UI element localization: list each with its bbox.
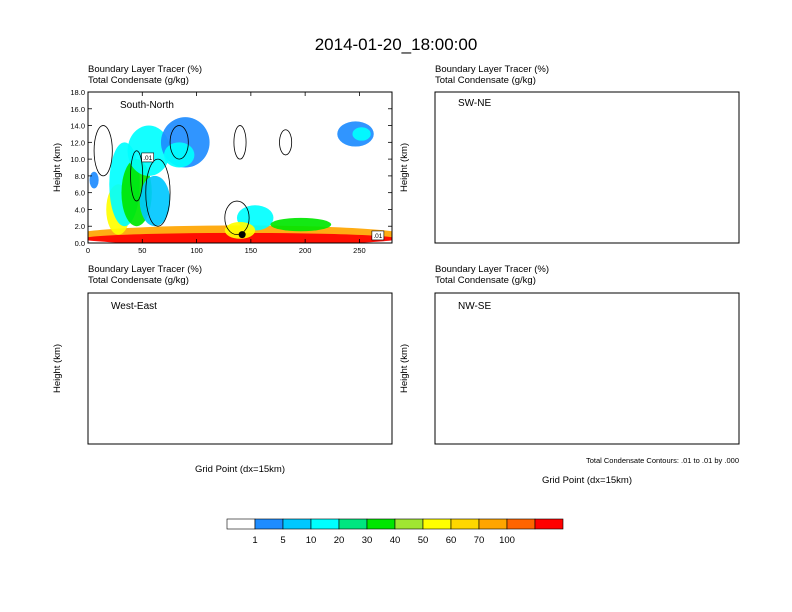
panel-region-label: NW-SE bbox=[458, 301, 491, 312]
tracer-field-patch bbox=[139, 175, 171, 227]
condensate-contour bbox=[224, 200, 250, 236]
y-tick-label: 2.0 bbox=[75, 222, 85, 231]
panel-subtitle-tracer: Boundary Layer Tracer (%) bbox=[435, 64, 549, 75]
x-tick-label: 0 bbox=[86, 246, 90, 255]
x-tick-label: 50 bbox=[138, 246, 146, 255]
y-tick-label: 14.0 bbox=[70, 122, 85, 131]
tracer-field-patch bbox=[164, 142, 195, 168]
colorbar: 1 5 10 20 30 40 50 60 70 100 bbox=[226, 518, 564, 546]
x-tick-label: 150 bbox=[245, 246, 258, 255]
location-marker bbox=[238, 231, 246, 239]
colorbar-swatch bbox=[422, 518, 452, 530]
y-axis-label: Height (km) bbox=[52, 344, 63, 393]
panel-west-east: Boundary Layer Tracer (%) Total Condensa… bbox=[52, 264, 393, 475]
panel-subtitle-tracer: Boundary Layer Tracer (%) bbox=[88, 64, 202, 75]
contour-label-box bbox=[141, 152, 155, 163]
x-axis-label: Grid Point (dx=15km) bbox=[195, 464, 285, 475]
colorbar-label: 70 bbox=[474, 535, 485, 546]
y-axis-label: Height (km) bbox=[399, 143, 410, 192]
panel-subtitle-tracer: Boundary Layer Tracer (%) bbox=[435, 264, 549, 275]
panel-sw-ne: Boundary Layer Tracer (%) Total Condensa… bbox=[399, 64, 740, 244]
colorbar-label: 5 bbox=[280, 535, 285, 546]
y-tick-label: 16.0 bbox=[70, 105, 85, 114]
colorbar-label: 1 bbox=[252, 535, 257, 546]
plot-frame bbox=[434, 91, 740, 244]
contour-label: .01 bbox=[373, 233, 382, 240]
plot-frame bbox=[87, 292, 393, 445]
colorbar-swatch bbox=[338, 518, 368, 530]
panel-region-label: South-North bbox=[120, 100, 174, 111]
panel-subtitle-condensate: Total Condensate (g/kg) bbox=[88, 275, 189, 286]
condensate-contour bbox=[93, 125, 113, 177]
y-tick-label: 6.0 bbox=[75, 189, 85, 198]
colorbar-label: 40 bbox=[390, 535, 401, 546]
panel-subtitle-condensate: Total Condensate (g/kg) bbox=[435, 275, 536, 286]
condensate-contour bbox=[279, 129, 293, 156]
colorbar-swatch bbox=[478, 518, 508, 530]
panel-subtitle-condensate: Total Condensate (g/kg) bbox=[435, 75, 536, 86]
axes: 0.0 2.0 4.0 6.0 8.0 10.0 12.0 14.0 16.0 18.0 0 50 10… bbox=[70, 88, 392, 255]
y-tick-label: 12.0 bbox=[70, 138, 85, 147]
colorbar-swatch bbox=[450, 518, 480, 530]
panel-nw-se: Boundary Layer Tracer (%) Total Condensa… bbox=[399, 264, 740, 486]
tracer-field-patch bbox=[89, 171, 99, 189]
colorbar-label: 50 bbox=[418, 535, 429, 546]
x-axis-label: Grid Point (dx=15km) bbox=[542, 475, 632, 486]
condensate-contour bbox=[169, 125, 189, 160]
field-layer: .01 .01 bbox=[88, 117, 392, 243]
condensate-contour bbox=[233, 125, 247, 160]
figure-title: 2014-01-20_18:00:00 bbox=[315, 35, 478, 54]
colorbar-swatch bbox=[282, 518, 312, 530]
colorbar-swatch bbox=[366, 518, 396, 530]
tracer-field-patch bbox=[127, 125, 171, 176]
y-axis-label: Height (km) bbox=[399, 344, 410, 393]
colorbar-label: 10 bbox=[306, 535, 317, 546]
colorbar-swatch bbox=[394, 518, 424, 530]
x-tick-label: 250 bbox=[353, 246, 366, 255]
tracer-field-patch bbox=[270, 217, 332, 232]
colorbar-label: 60 bbox=[446, 535, 457, 546]
y-axis-label: Height (km) bbox=[52, 143, 63, 192]
panel-region-label: West-East bbox=[111, 301, 157, 312]
plot-frame bbox=[434, 292, 740, 445]
colorbar-swatch bbox=[226, 518, 256, 530]
tracer-field-patch bbox=[352, 127, 371, 141]
colorbar-swatch bbox=[254, 518, 284, 530]
y-tick-label: 0.0 bbox=[75, 239, 85, 248]
panel-region-label: SW-NE bbox=[458, 98, 491, 109]
colorbar-label: 20 bbox=[334, 535, 345, 546]
colorbar-swatch bbox=[534, 518, 564, 530]
contour-label-box bbox=[371, 230, 385, 241]
condensate-contour bbox=[145, 158, 171, 227]
colorbar-label: 100 bbox=[499, 535, 515, 546]
plot-frame bbox=[87, 91, 393, 244]
colorbar-swatch bbox=[506, 518, 536, 530]
y-tick-label: 8.0 bbox=[75, 172, 85, 181]
y-tick-label: 10.0 bbox=[70, 155, 85, 164]
x-tick-label: 100 bbox=[190, 246, 203, 255]
y-tick-label: 18.0 bbox=[70, 88, 85, 97]
contour-label: .01 bbox=[143, 155, 152, 162]
colorbar-swatch bbox=[310, 518, 340, 530]
contour-caption: Total Condensate Contours: .01 to .01 by… bbox=[586, 456, 739, 465]
panel-subtitle-condensate: Total Condensate (g/kg) bbox=[88, 75, 189, 86]
condensate-contour bbox=[130, 150, 144, 202]
panel-subtitle-tracer: Boundary Layer Tracer (%) bbox=[88, 264, 202, 275]
y-tick-label: 4.0 bbox=[75, 205, 85, 214]
x-tick-label: 200 bbox=[299, 246, 312, 255]
colorbar-label: 30 bbox=[362, 535, 373, 546]
panel-south-north: Boundary Layer Tracer (%) Total Condensa… bbox=[52, 64, 393, 255]
